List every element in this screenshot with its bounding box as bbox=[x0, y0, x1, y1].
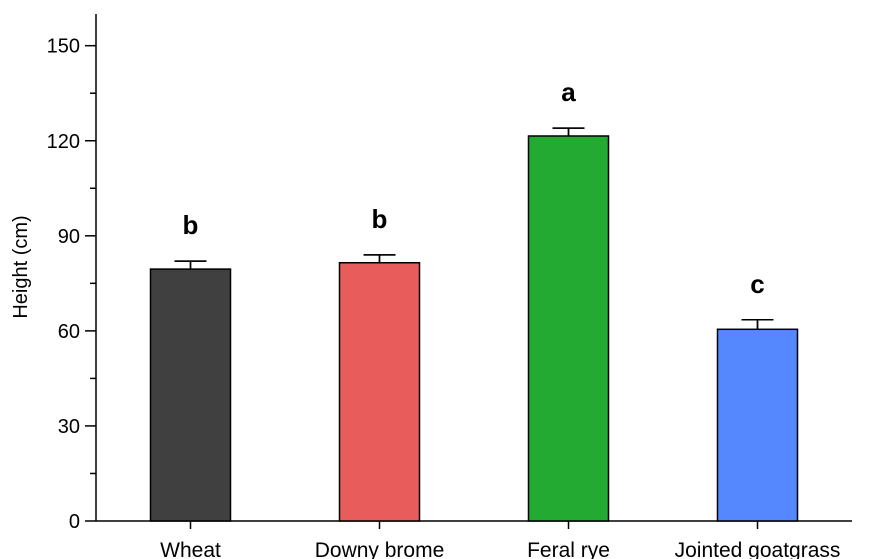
y-axis-title: Height (cm) bbox=[10, 215, 32, 318]
y-axis: 0 30 60 90 120 150 bbox=[47, 14, 97, 533]
y-tick-label: 60 bbox=[58, 321, 80, 343]
x-tick-label: Downy brome bbox=[315, 539, 445, 559]
bars: b b a c bbox=[149, 77, 799, 522]
x-axis: Wheat Downy brome Feral rye Jointed goatgra… bbox=[96, 520, 852, 559]
y-tick-label: 90 bbox=[58, 226, 80, 248]
y-tick-label: 120 bbox=[47, 131, 80, 153]
y-tick-label: 0 bbox=[69, 511, 80, 533]
significance-label: c bbox=[750, 269, 764, 299]
significance-label: b bbox=[372, 204, 388, 234]
bar bbox=[716, 328, 799, 522]
y-tick-label: 150 bbox=[47, 36, 80, 58]
x-tick-label: Feral rye bbox=[527, 539, 610, 559]
significance-label: a bbox=[561, 77, 576, 107]
x-tick-label: Jointed goatgrass bbox=[675, 539, 841, 559]
bar bbox=[338, 261, 421, 522]
x-tick-label: Wheat bbox=[160, 539, 221, 559]
bar bbox=[527, 135, 610, 522]
significance-label: b bbox=[183, 210, 199, 240]
y-tick-label: 30 bbox=[58, 416, 80, 438]
bar bbox=[149, 268, 232, 522]
